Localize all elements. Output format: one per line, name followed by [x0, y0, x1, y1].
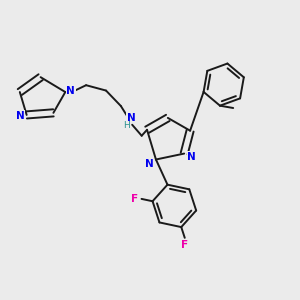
Text: F: F	[131, 194, 139, 204]
Text: F: F	[181, 240, 188, 250]
Text: N: N	[187, 152, 196, 161]
Text: N: N	[127, 113, 136, 123]
Text: N: N	[66, 85, 75, 96]
Text: N: N	[16, 110, 25, 121]
Text: H: H	[123, 121, 130, 130]
Text: N: N	[145, 159, 154, 169]
